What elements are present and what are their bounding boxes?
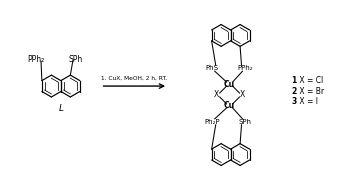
Text: 2: 2 — [291, 87, 297, 95]
Text: 1: 1 — [291, 76, 297, 85]
Text: Cu: Cu — [224, 80, 235, 89]
Text: 1. CuX, MeOH, 2 h, RT.: 1. CuX, MeOH, 2 h, RT. — [101, 76, 167, 81]
Text: SPh: SPh — [239, 119, 252, 125]
Text: PPh₂: PPh₂ — [238, 65, 253, 71]
Text: 3: 3 — [291, 98, 297, 106]
Text: Ph₂P: Ph₂P — [204, 119, 220, 125]
Text: X = Br: X = Br — [297, 87, 324, 95]
Text: L: L — [58, 104, 63, 113]
Text: X = I: X = I — [297, 98, 318, 106]
Text: PPh₂: PPh₂ — [28, 55, 45, 64]
Text: PhS: PhS — [205, 65, 218, 71]
Text: X: X — [214, 91, 219, 99]
Text: Cu: Cu — [224, 101, 235, 110]
Text: SPh: SPh — [68, 55, 83, 64]
Text: X: X — [240, 91, 245, 99]
Text: X = Cl: X = Cl — [297, 76, 323, 85]
